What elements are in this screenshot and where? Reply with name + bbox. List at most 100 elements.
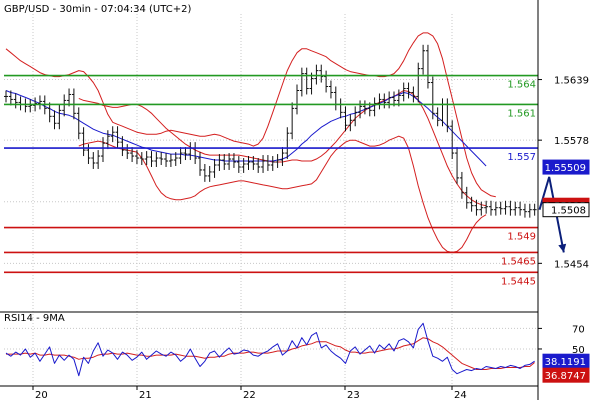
rsi-tag-1: 36.8747 [542, 367, 590, 383]
level-label-0: 1.564 [507, 80, 536, 91]
price-bar [513, 201, 518, 216]
price-bar [527, 203, 532, 218]
level-label-3: 1.549 [507, 232, 536, 243]
price-bar [382, 93, 387, 109]
x-tick-label-1: 21 [139, 390, 152, 400]
price-tag-2-box [542, 202, 590, 218]
price-bar [120, 136, 125, 157]
price-bar [479, 201, 484, 216]
x-tick-label-3: 23 [347, 390, 360, 400]
price-bar [319, 64, 324, 83]
price-bar [265, 155, 270, 171]
y-tick-label-1: 1.5578 [554, 136, 589, 147]
price-bar [256, 158, 261, 173]
price-bar [503, 200, 508, 215]
price-bar [81, 127, 86, 157]
price-bar [28, 99, 33, 113]
price-bar [149, 151, 154, 167]
price-bar [57, 104, 62, 130]
price-bar [358, 100, 363, 119]
price-bar [299, 67, 304, 97]
price-bar [522, 203, 527, 218]
price-bar [372, 97, 377, 117]
price-bar [459, 171, 464, 199]
price-bar [411, 86, 416, 103]
price-bar [164, 153, 169, 167]
grid-lines [0, 14, 538, 386]
rsi-tag-1-box [542, 367, 590, 383]
price-bar [91, 152, 96, 169]
price-bar [246, 156, 251, 170]
price-bar [435, 107, 440, 127]
price-bar [139, 152, 144, 165]
rsi-tag-0-label: 38.1191 [545, 357, 586, 368]
x-tick-label-2: 22 [243, 390, 256, 400]
price-bar [401, 82, 406, 102]
price-bar [285, 127, 290, 160]
x-tick-label-0: 20 [35, 390, 48, 400]
price-bar [314, 64, 319, 85]
rsi-tick-label-0: 70 [572, 324, 585, 335]
bollinger-lower-line [78, 135, 487, 253]
price-bar [455, 147, 460, 184]
price-bar [76, 107, 81, 140]
price-bar [202, 163, 207, 182]
level-label-1: 1.561 [507, 108, 536, 119]
rsi-tag-1-label: 36.8747 [545, 371, 586, 382]
price-bar [348, 114, 353, 132]
price-bar [183, 147, 188, 161]
price-bar [489, 200, 493, 216]
price-bar [125, 144, 130, 160]
rsi-line [5, 322, 535, 377]
price-bar [295, 84, 299, 115]
price-bar [406, 82, 411, 99]
price-bar [96, 150, 101, 169]
price-bar [421, 44, 426, 75]
price-bar [178, 147, 183, 164]
level-label-5: 1.5445 [501, 276, 536, 287]
rsi-panel [5, 322, 535, 377]
price-bar [270, 156, 275, 171]
price-bar [8, 90, 13, 106]
price-bar [464, 186, 469, 209]
price-bar [430, 76, 435, 120]
price-bar [227, 153, 232, 170]
price-bar [324, 70, 329, 93]
price-tag-2-label: 1.5508 [551, 206, 586, 217]
price-bar [474, 199, 479, 216]
price-bar [251, 156, 256, 170]
price-bar [115, 126, 120, 149]
price-bar [532, 203, 537, 216]
price-bar [261, 155, 266, 173]
price-bar [343, 106, 348, 132]
price-bar [450, 120, 455, 160]
price-bar [222, 154, 227, 170]
price-bar [168, 154, 173, 167]
rsi-ma-line [6, 337, 535, 370]
price-bar [518, 201, 523, 216]
price-bar [353, 106, 358, 127]
price-bar [236, 156, 241, 173]
price-bar [173, 152, 178, 166]
rsi-tag-0: 38.1191 [542, 353, 590, 369]
price-bar [159, 152, 164, 165]
x-tick-label-4: 24 [454, 390, 467, 400]
price-bar [290, 102, 295, 140]
price-bar [144, 151, 149, 165]
moving-average [5, 90, 487, 167]
chart-title: GBP/USD - 30min - 07:04:34 (UTC+2) [4, 4, 191, 15]
price-tag-0-box [542, 159, 590, 175]
price-bar [328, 80, 333, 99]
rsi-tick-label-1: 50 [572, 345, 585, 356]
rsi-panel-label: RSI14 - 9MA [4, 313, 65, 324]
price-bar [217, 154, 222, 171]
price-bar [52, 110, 57, 130]
y-tick-label-0: 1.5639 [554, 76, 589, 87]
price-bar [67, 88, 72, 107]
price-bar [275, 154, 280, 168]
price-bar [425, 44, 430, 89]
price-bar [304, 67, 309, 95]
price-bar [212, 159, 217, 178]
